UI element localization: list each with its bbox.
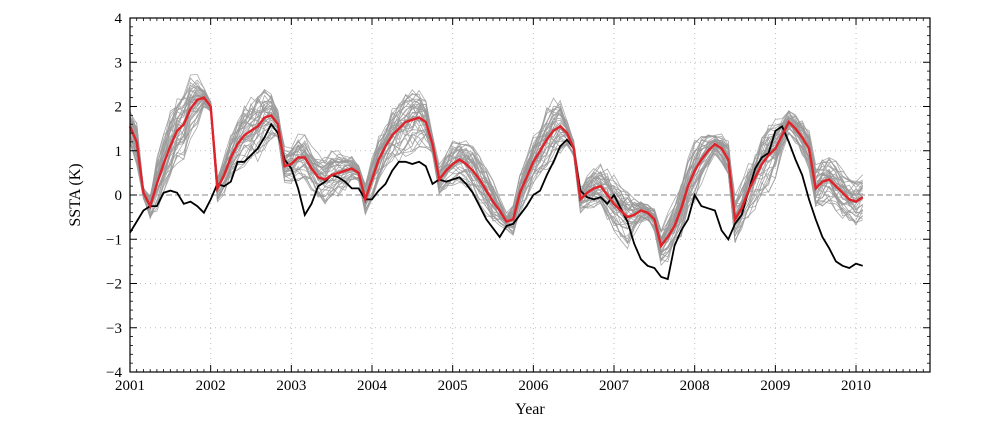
y-tick-label: 3 bbox=[115, 55, 123, 71]
tick-labels: 2001 2002 2003 2004 2005 2006 2007 2008 2009 2010… bbox=[106, 11, 871, 394]
axis-ticks bbox=[129, 17, 931, 373]
ensemble-member-line bbox=[129, 89, 863, 242]
y-tick-label: −3 bbox=[106, 321, 122, 337]
y-axis-label: SSTA (K) bbox=[67, 163, 84, 226]
ensemble-member-line bbox=[129, 103, 863, 266]
x-tick-label: 2008 bbox=[680, 378, 710, 394]
y-tick-label: 0 bbox=[115, 188, 123, 204]
ensemble-member-line bbox=[129, 73, 863, 234]
x-tick-label: 2003 bbox=[276, 378, 306, 394]
x-tick-label: 2004 bbox=[357, 378, 388, 394]
x-tick-label: 2001 bbox=[115, 378, 145, 394]
x-tick-label: 2010 bbox=[841, 378, 871, 394]
ensemble-mean-line bbox=[128, 96, 864, 249]
grid-lines bbox=[130, 18, 930, 372]
x-tick-label: 2002 bbox=[196, 378, 226, 394]
y-tick-label: −1 bbox=[106, 232, 122, 248]
x-tick-label: 2006 bbox=[518, 378, 549, 394]
x-tick-label: 2007 bbox=[599, 378, 630, 394]
y-tick-label: 4 bbox=[115, 11, 123, 27]
x-tick-label: 2009 bbox=[760, 378, 790, 394]
ensemble-member-line bbox=[129, 93, 863, 249]
ensemble-member-line bbox=[129, 104, 863, 258]
observed-series-line bbox=[129, 122, 863, 281]
ensemble-member-line bbox=[129, 102, 863, 256]
y-tick-label: −4 bbox=[106, 365, 122, 381]
ensemble-member-line bbox=[129, 99, 863, 255]
x-tick-label: 2005 bbox=[438, 378, 468, 394]
y-tick-label: 1 bbox=[115, 144, 123, 160]
y-tick-label: 2 bbox=[115, 100, 123, 116]
y-tick-label: −2 bbox=[106, 277, 122, 293]
x-axis-label: Year bbox=[515, 401, 545, 418]
